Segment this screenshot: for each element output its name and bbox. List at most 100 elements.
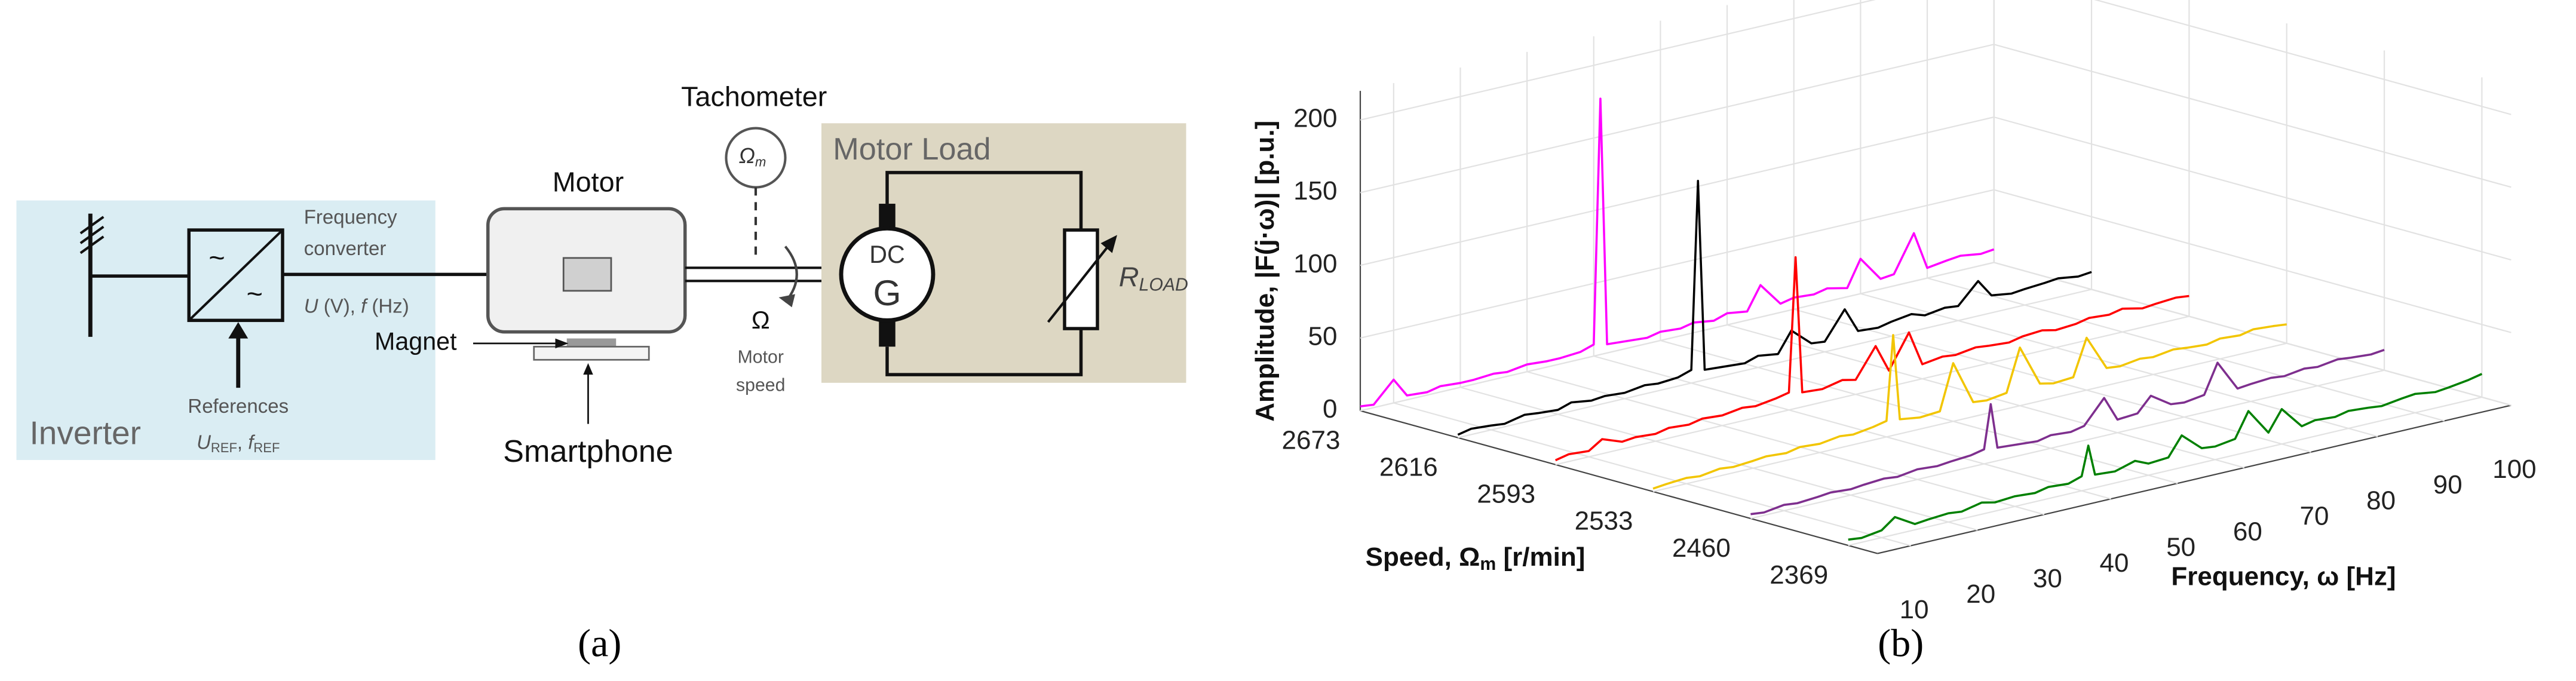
z-axis-title: Speed, Ωm [r/min]	[1366, 542, 1586, 574]
separator: ,	[237, 431, 248, 453]
grid-line	[2094, 0, 2511, 115]
grid-line	[1750, 369, 2385, 520]
x-tick-label: 70	[2300, 501, 2329, 530]
grid-line	[1726, 324, 2245, 468]
magnet-label: Magnet	[375, 328, 457, 355]
speed-label: speed	[736, 375, 785, 395]
spectrum-line	[1554, 256, 2189, 462]
smartphone	[533, 345, 650, 361]
axis-line	[1360, 410, 1878, 554]
symbol: U	[197, 431, 211, 453]
z-tick-label: 2593	[1477, 480, 1535, 509]
grid-line	[1555, 315, 2189, 465]
title-part: [r/min]	[1496, 542, 1585, 572]
x-axis-title: Frequency, ω [Hz]	[2171, 562, 2396, 591]
spectrum-line	[1360, 97, 1995, 408]
spectrum-line	[1750, 349, 2385, 516]
panel-label: (b)	[1878, 622, 1924, 665]
smartphone-label: Smartphone	[503, 434, 673, 469]
title-part: Speed, Ω	[1366, 542, 1480, 572]
inverter-label: Inverter	[30, 414, 141, 451]
subscript: REF	[211, 440, 237, 455]
x-tick-label: 60	[2233, 517, 2262, 547]
wire	[885, 171, 1083, 231]
axis-line	[1877, 404, 2511, 554]
grid-line	[1360, 0, 1876, 121]
subscript: m	[1480, 554, 1496, 574]
unit: (Hz)	[366, 295, 409, 317]
magnet	[566, 338, 617, 347]
z-tick-label: 2460	[1672, 533, 1731, 563]
grid-line	[1393, 402, 1911, 547]
inverter-box	[16, 200, 436, 461]
z-tick-label: 2533	[1575, 507, 1633, 536]
converter-output: U (V), f (Hz)	[304, 295, 409, 317]
generator-label: DC	[869, 241, 905, 268]
brush	[879, 320, 896, 347]
spectrum-line	[1652, 323, 2287, 490]
grid-line	[1360, 262, 1994, 412]
y-tick-label: 0	[1323, 394, 1337, 424]
x-tick-label: 50	[2166, 533, 2195, 562]
speed-label: Motor	[738, 348, 784, 367]
chart: Amplitude, |F(j·ω)| [p.u.] Frequency, ω …	[1250, 0, 2537, 624]
symbol: Ω	[739, 145, 755, 168]
grid-line	[1360, 189, 1994, 339]
converter-symbol: ~	[247, 278, 263, 309]
motor-label: Motor	[553, 166, 624, 197]
grid-line	[1793, 308, 2311, 453]
load-label: Motor Load	[833, 132, 990, 167]
arrow-head	[583, 363, 593, 375]
grid-line	[1458, 289, 2092, 438]
grid-line	[1652, 342, 2287, 492]
speed-symbol: Ω	[752, 306, 770, 334]
resistor	[1063, 228, 1099, 330]
x-tick-label: 10	[1900, 595, 1929, 624]
symbol: R	[1119, 262, 1139, 293]
references-label: References	[188, 395, 289, 417]
x-tick-label: 40	[2100, 548, 2129, 578]
spectrum-line	[1848, 373, 2483, 541]
x-tick-label: 90	[2433, 470, 2462, 499]
x-tick-label: 30	[2033, 564, 2062, 593]
z-tick-label: 2616	[1379, 453, 1438, 482]
converter-label: Frequency	[304, 206, 397, 228]
grid-line	[1994, 116, 2511, 261]
grid-line	[1360, 116, 1994, 266]
grid-line	[1860, 293, 2378, 437]
variable-arrow	[1047, 242, 1112, 323]
grid-line	[1360, 44, 1994, 194]
grid-line	[1660, 339, 2178, 484]
rotation-arrow	[784, 246, 798, 303]
z-tick-label: 2369	[1770, 560, 1828, 590]
converter-label: converter	[304, 237, 387, 259]
generator	[839, 226, 936, 323]
reference-symbols: UREF, fREF	[197, 431, 280, 455]
grid-line	[1848, 396, 2482, 547]
resistor-label: RLOAD	[1119, 262, 1188, 295]
subscript: LOAD	[1139, 275, 1188, 295]
y-tick-label: 200	[1293, 103, 1337, 133]
x-tick-label: 80	[2366, 486, 2396, 515]
arrow-head	[1100, 235, 1117, 253]
grid-line	[1994, 262, 2511, 406]
phase-mark	[79, 225, 105, 244]
x-tick-label: 20	[1966, 579, 1995, 609]
grid-line	[1994, 44, 2511, 188]
y-tick-label: 150	[1293, 176, 1337, 205]
symbol: U	[304, 295, 318, 317]
y-tick-label: 100	[1293, 249, 1337, 278]
generator-label: G	[873, 272, 901, 313]
phase-mark	[79, 235, 105, 254]
diagram: Inverter ~ ~ Frequency converter U (V), …	[16, 81, 1188, 469]
converter-symbol: ~	[208, 242, 225, 273]
z-tick-label: 2673	[1282, 425, 1341, 455]
grid-line	[1927, 277, 2445, 422]
y-tick-label: 50	[1308, 322, 1338, 351]
rotor	[562, 257, 612, 292]
panel-label: (a)	[578, 622, 621, 665]
subscript: REF	[253, 440, 280, 455]
subscript: m	[755, 154, 766, 169]
grid-line	[1593, 355, 2111, 500]
